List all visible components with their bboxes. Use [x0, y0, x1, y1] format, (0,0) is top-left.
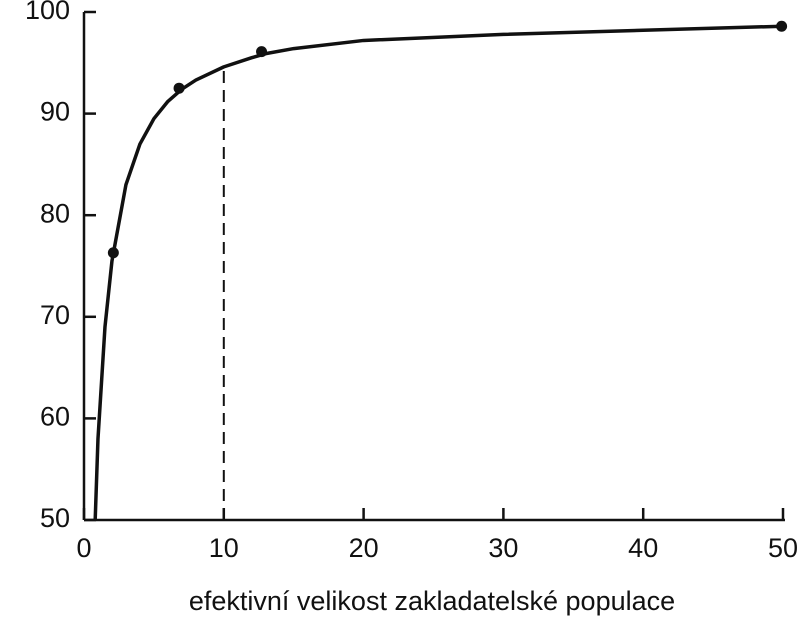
y-tick-label: 90	[40, 97, 70, 127]
x-tick-label: 40	[628, 533, 658, 563]
y-tick-label: 60	[40, 402, 70, 432]
x-tick-label: 20	[349, 533, 379, 563]
x-axis-label: efektivní velikost zakladatelské populac…	[189, 586, 675, 616]
data-point	[256, 46, 268, 58]
x-tick-label: 30	[488, 533, 518, 563]
x-tick-label: 10	[209, 533, 239, 563]
y-tick-label: 70	[40, 300, 70, 330]
data-point	[107, 247, 119, 259]
y-tick-label: 80	[40, 198, 70, 228]
y-tick-label: 50	[40, 503, 70, 533]
data-point	[776, 20, 788, 32]
y-tick-label: 100	[25, 0, 70, 25]
data-point	[173, 82, 185, 94]
curve	[93, 24, 784, 521]
x-tick-label: 0	[76, 533, 91, 563]
x-tick-label: 50	[768, 533, 798, 563]
